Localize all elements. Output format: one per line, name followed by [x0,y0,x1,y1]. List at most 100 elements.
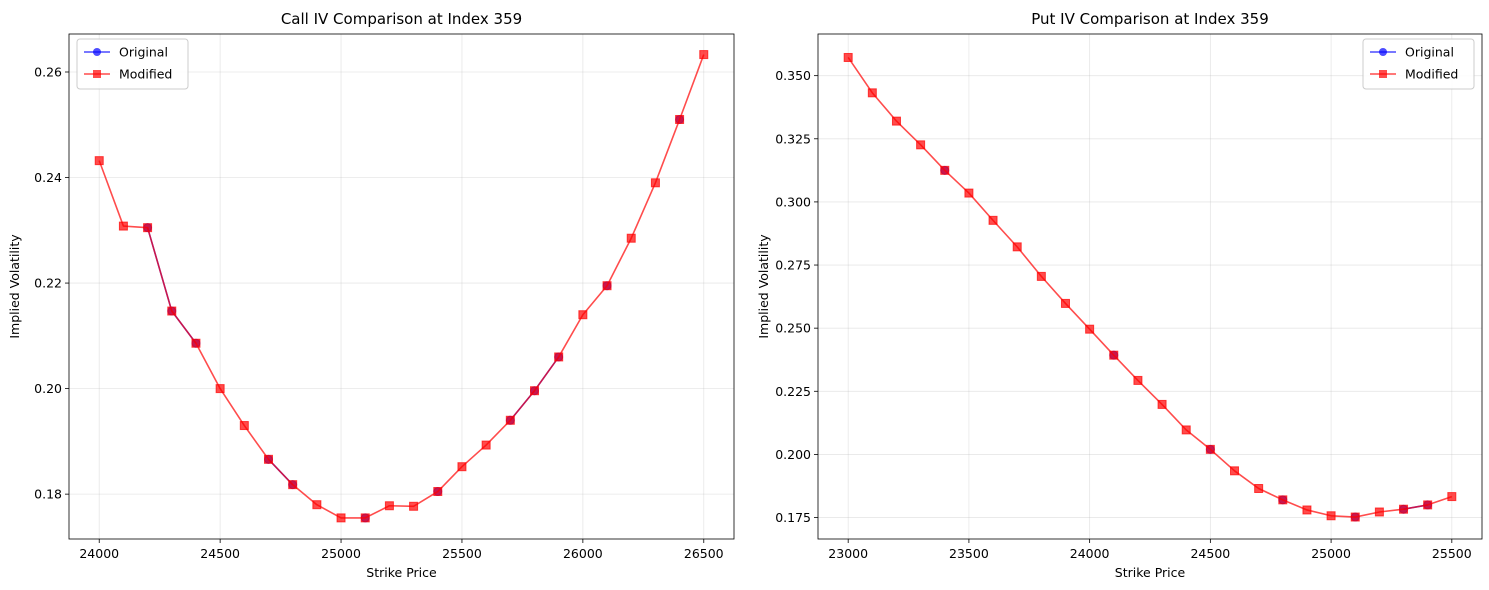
data-point [409,501,419,511]
x-tick-label: 24000 [1070,546,1110,561]
series-modified [94,50,709,523]
y-tick-label: 0.18 [34,487,62,502]
data-point [1230,466,1240,476]
data-point [843,52,853,62]
data-point [1109,350,1119,360]
data-point [964,188,974,198]
legend-marker [1379,70,1387,78]
x-tick-label: 25000 [1311,546,1351,561]
chart-title: Put IV Comparison at Index 359 [1031,10,1269,28]
data-point [1060,298,1070,308]
legend-marker [1379,48,1387,56]
data-point [336,513,346,523]
put-iv-chart: 23000 23500 24000 24500 25000 25500 0.175 0.200… [756,10,1483,580]
data-point [1399,504,1409,514]
data-point [916,140,926,150]
data-point [626,233,636,243]
x-axis-label: Strike Price [1115,565,1186,580]
y-tick-label: 0.225 [775,384,811,399]
y-tick-label: 0.350 [775,68,811,83]
x-tick-label: 23000 [828,546,868,561]
data-point [699,50,709,60]
data-point [1423,500,1433,510]
legend-label: Modified [119,67,172,82]
y-axis-label: Implied Volatility [756,234,771,339]
legend-label: Original [1405,45,1454,60]
data-point [481,440,491,450]
x-tick-label: 25500 [1432,546,1472,561]
data-point [675,114,685,124]
data-point [1374,507,1384,517]
series-modified [843,52,1457,522]
x-tick-label: 25500 [442,546,482,561]
data-point [1278,495,1288,505]
x-tick-label: 25000 [321,546,361,561]
y-axis-label: Implied Volatility [7,234,22,339]
legend: Original Modified [76,38,189,90]
data-point [1181,425,1191,435]
data-point [118,221,128,231]
y-tick-label: 0.20 [34,381,62,396]
x-tick-label: 26000 [563,546,603,561]
plot-frame [68,33,735,540]
series-line [98,54,705,519]
data-point [1447,492,1457,502]
x-tick-label: 24500 [200,546,240,561]
data-point [288,480,298,490]
data-point [94,156,104,166]
grid [818,34,1482,539]
y-tick-label: 0.26 [34,64,62,79]
y-tick-label: 0.175 [775,510,811,525]
data-point [360,513,370,523]
y-tick-label: 0.275 [775,258,811,273]
x-tick-label: 24000 [79,546,119,561]
x-tick-label: 24500 [1190,546,1230,561]
data-point [650,178,660,188]
plot-frame [817,33,1483,540]
data-point [1205,444,1215,454]
legend-marker [93,48,101,56]
data-point [1302,505,1312,515]
data-point [167,306,177,316]
data-point [215,384,225,394]
data-point [602,281,612,291]
x-tick-label: 26500 [684,546,724,561]
chart-title: Call IV Comparison at Index 359 [281,10,522,28]
data-point [891,116,901,126]
data-point [1036,271,1046,281]
x-tick-label: 23500 [949,546,989,561]
data-point [1085,324,1095,334]
data-point [1350,512,1360,522]
legend-marker [93,70,101,78]
data-point [1326,511,1336,521]
y-tick-label: 0.250 [775,321,811,336]
y-tick-label: 0.300 [775,194,811,209]
x-axis-label: Strike Price [366,565,437,580]
y-tick-label: 0.22 [34,276,62,291]
data-point [433,487,443,497]
data-point [867,88,877,98]
data-point [1133,375,1143,385]
y-tick-label: 0.325 [775,131,811,146]
y-tick-label: 0.200 [775,447,811,462]
data-point [1012,242,1022,252]
data-point [1157,399,1167,409]
data-point [384,501,394,511]
data-point [940,165,950,175]
legend-label: Modified [1405,67,1458,82]
data-point [264,454,273,464]
data-point [191,338,201,348]
data-point [457,462,467,472]
legend-label: Original [119,45,168,60]
data-point [988,215,998,225]
call-iv-chart: 24000 24500 25000 25500 26000 26500 0.18 0.20 0.… [7,10,735,580]
data-point [554,352,564,362]
data-point [1254,484,1264,493]
data-point [312,500,322,510]
data-point [239,421,249,431]
data-point [505,415,515,425]
legend: Original Modified [1362,38,1475,90]
y-tick-label: 0.24 [34,170,62,185]
data-point [530,386,539,396]
